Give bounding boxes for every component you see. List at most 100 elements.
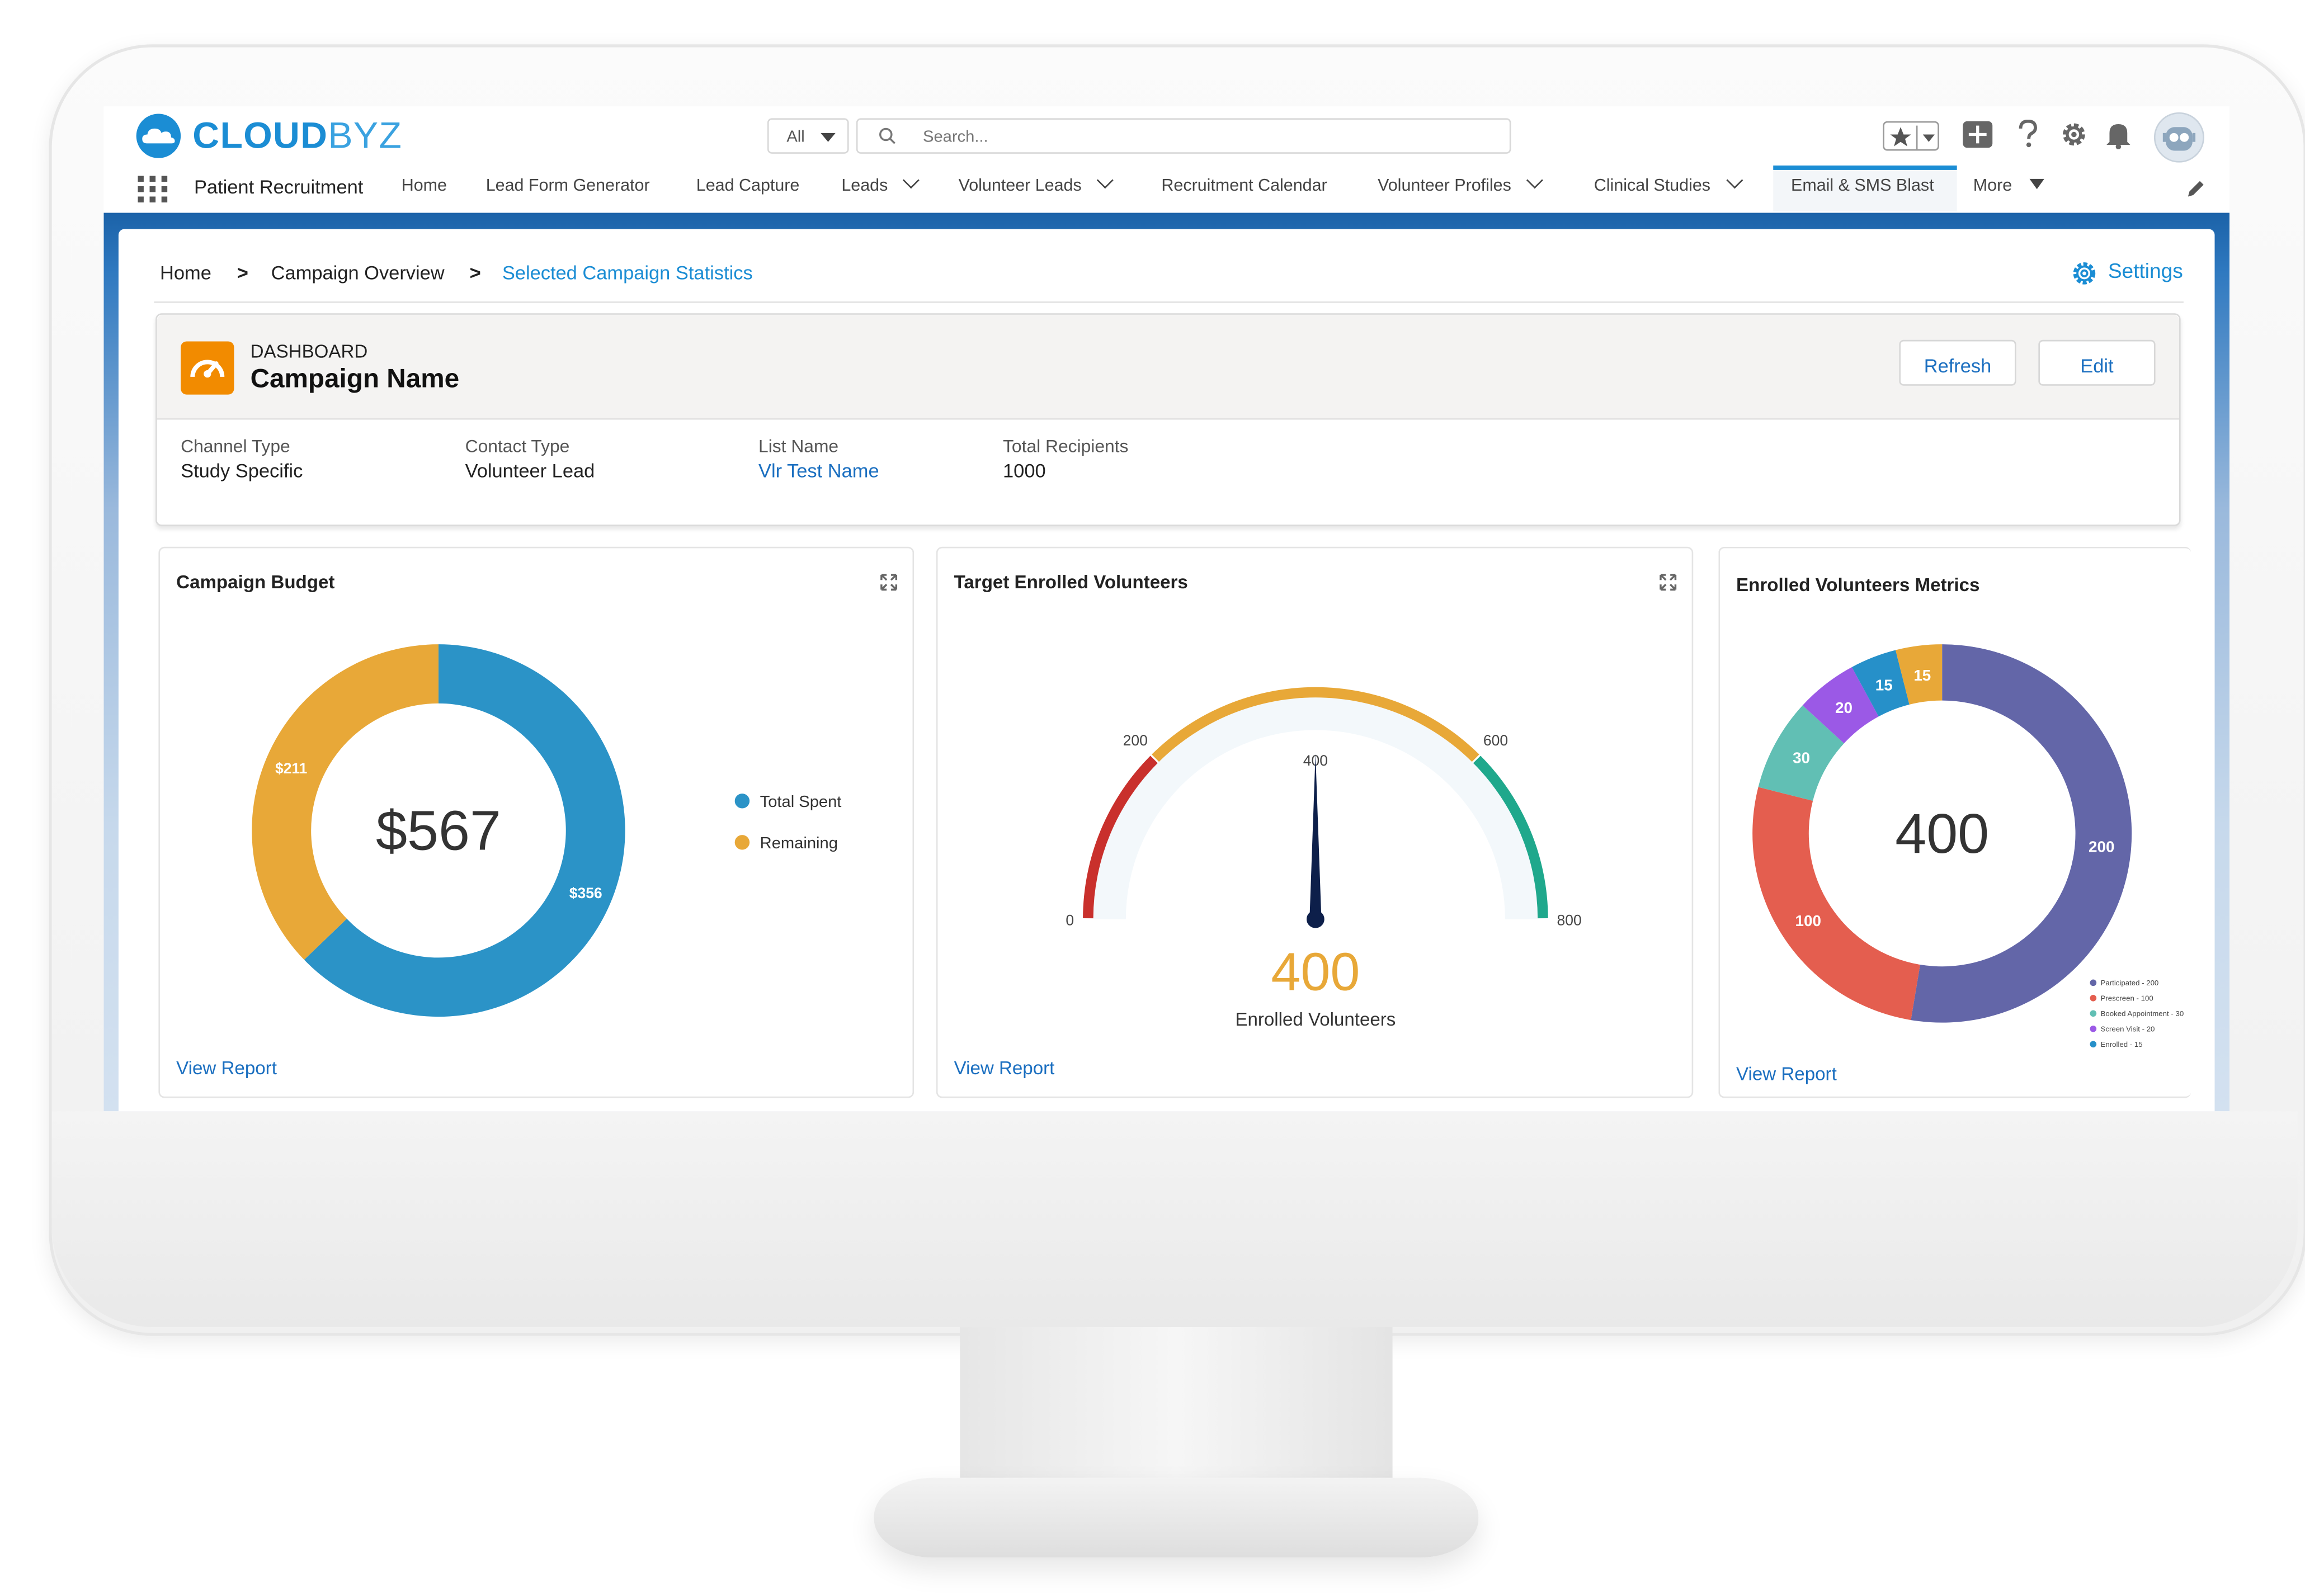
enrolled-metrics-donut-chart: 200 100 30 20 15 15 400 Participated - 200 Presc… [1752,644,2184,1049]
search-icon [879,128,895,144]
dashboard-content: Home > Campaign Overview > Selected Camp… [118,229,2215,1112]
nav-tab-lead-capture[interactable]: Lead Capture [696,177,800,195]
brand-logo: CLOUDBYZ [192,115,403,157]
edit-button[interactable]: Edit [2038,339,2156,386]
legend-marker-participated [2090,979,2097,986]
chevron-down-icon[interactable] [1726,172,1743,189]
slice-label-participated: 200 [2089,838,2114,856]
add-icon[interactable] [1962,120,1994,149]
chevron-down-icon[interactable] [1097,172,1114,189]
budget-view-report-link[interactable]: View Report [176,1058,277,1079]
campaign-budget-card: Campaign Budget $356 $211 $567 Total Spent R… [158,546,915,1098]
gauge-value: 400 [1271,943,1360,1002]
gear-icon [2073,262,2096,285]
slice-remaining[interactable] [252,644,439,960]
nav-tab-home[interactable]: Home [401,177,447,195]
contact-type-label: Contact Type [465,436,570,457]
legend-marker-enrolled [2090,1041,2097,1048]
caret-down-icon [2029,178,2045,190]
monitor-chin [51,1111,2298,1328]
slice-booked-appointment[interactable] [1758,705,1844,801]
nav-tab-volunteer-profiles[interactable]: Volunteer Profiles [1378,172,1544,195]
slice-label-total-spent: $356 [569,885,602,901]
slice-label-enrolled: 15 [1875,676,1893,693]
legend-marker-screen-visit [2090,1025,2097,1032]
target-view-report-link[interactable]: View Report [954,1058,1055,1079]
help-icon[interactable] [2016,120,2040,149]
chevron-down-icon[interactable] [1526,172,1544,189]
app-screen: CLOUDBYZ All [103,106,2229,1112]
channel-type-value: Study Specific [181,459,303,482]
legend-label-total-spent: Total Spent [760,793,842,811]
slice-label-screen-visit: 20 [1835,699,1853,716]
donut-center-value: $567 [376,800,501,862]
edit-nav-icon[interactable] [2185,179,2206,200]
slice-participated[interactable] [1911,644,2132,1023]
legend-label-screen-visit: Screen Visit - 20 [2101,1025,2155,1033]
legend-marker-prescreen [2090,994,2097,1002]
legend-marker-total-spent [734,794,750,809]
gear-icon[interactable] [2059,120,2089,149]
campaign-title: Campaign Name [250,363,460,393]
nav-tab-recruitment-calendar[interactable]: Recruitment Calendar [1161,177,1327,195]
legend-label-enrolled: Enrolled - 15 [2101,1040,2143,1049]
bell-icon[interactable] [2104,120,2133,149]
target-enrolled-title: Target Enrolled Volunteers [954,572,1188,593]
nav-tab-volunteer-leads[interactable]: Volunteer Leads [959,172,1114,195]
legend-marker-booked-appointment [2090,1010,2097,1017]
slice-screen-visit[interactable] [1802,667,1879,744]
expand-icon[interactable] [1659,573,1677,591]
nav-tab-more[interactable]: More [1973,177,2045,195]
list-name-label: List Name [758,436,839,457]
global-search[interactable] [856,118,1511,154]
contact-type-value: Volunteer Lead [465,459,595,482]
channel-type-label: Channel Type [181,436,290,457]
breadcrumb-campaign-overview[interactable]: Campaign Overview [271,261,445,284]
favorites-button[interactable] [1883,121,1939,151]
nav-tab-clinical-studies[interactable]: Clinical Studies [1594,172,1743,195]
star-icon [1890,125,1935,149]
app-launcher-icon[interactable] [138,176,168,203]
gauge-band-0-200 [1083,755,1158,919]
nav-active-indicator [1773,165,1957,211]
dashboard-header-top: DASHBOARD Campaign Name Refresh Edit [157,314,2179,420]
nav-tab-email-sms-blast[interactable]: Email & SMS Blast [1791,177,1934,195]
list-name-link[interactable]: Vlr Test Name [758,459,879,482]
nav-tab-leads[interactable]: Leads [841,172,920,195]
slice-label-remaining: $211 [275,760,307,777]
metrics-view-report-link[interactable]: View Report [1736,1064,1837,1085]
gauge-needle [1309,753,1322,919]
slice-label-booked-appointment: 30 [1793,749,1810,766]
cloud-logo-icon [136,114,181,158]
slice-disqualified[interactable] [1895,644,1943,705]
gauge-caption: Enrolled Volunteers [1235,1009,1396,1030]
breadcrumb-home[interactable]: Home [160,261,211,284]
slice-total-spent[interactable] [304,644,625,1017]
nav-tab-lead-form-generator[interactable]: Lead Form Generator [485,177,650,195]
slice-prescreen[interactable] [1752,787,1920,1021]
dashboard-eyebrow: DASHBOARD [250,341,368,362]
legend-marker-remaining [734,835,750,850]
legend-label-booked-appointment: Booked Appointment - 30 [2101,1009,2184,1018]
slice-enrolled[interactable] [1851,650,1910,717]
expand-icon[interactable] [880,573,898,591]
donut-center-value: 400 [1895,802,1989,865]
legend-label-participated: Participated - 200 [2101,979,2159,987]
avatar[interactable] [2153,112,2204,163]
legend-label-remaining: Remaining [760,834,838,852]
chevron-down-icon[interactable] [903,172,920,189]
search-input[interactable] [920,122,1489,153]
app-navigation: Patient Recruitment Home Lead Form Gener… [103,165,2229,211]
dashboard-icon [181,341,234,395]
search-scope-select[interactable]: All [767,118,849,154]
gauge-tick-200: 200 [1123,732,1148,749]
gauge-tick-0: 0 [1066,912,1074,928]
refresh-button[interactable]: Refresh [1899,339,2016,386]
breadcrumb-current: Selected Campaign Statistics [502,261,753,284]
breadcrumb-separator: > [237,261,248,284]
breadcrumb-separator: > [469,261,481,284]
app-name: Patient Recruitment [194,176,364,199]
legend-label-prescreen: Prescreen - 100 [2101,994,2153,1003]
gauge-tick-600: 600 [1483,732,1508,749]
gauge-track [1093,697,1538,919]
